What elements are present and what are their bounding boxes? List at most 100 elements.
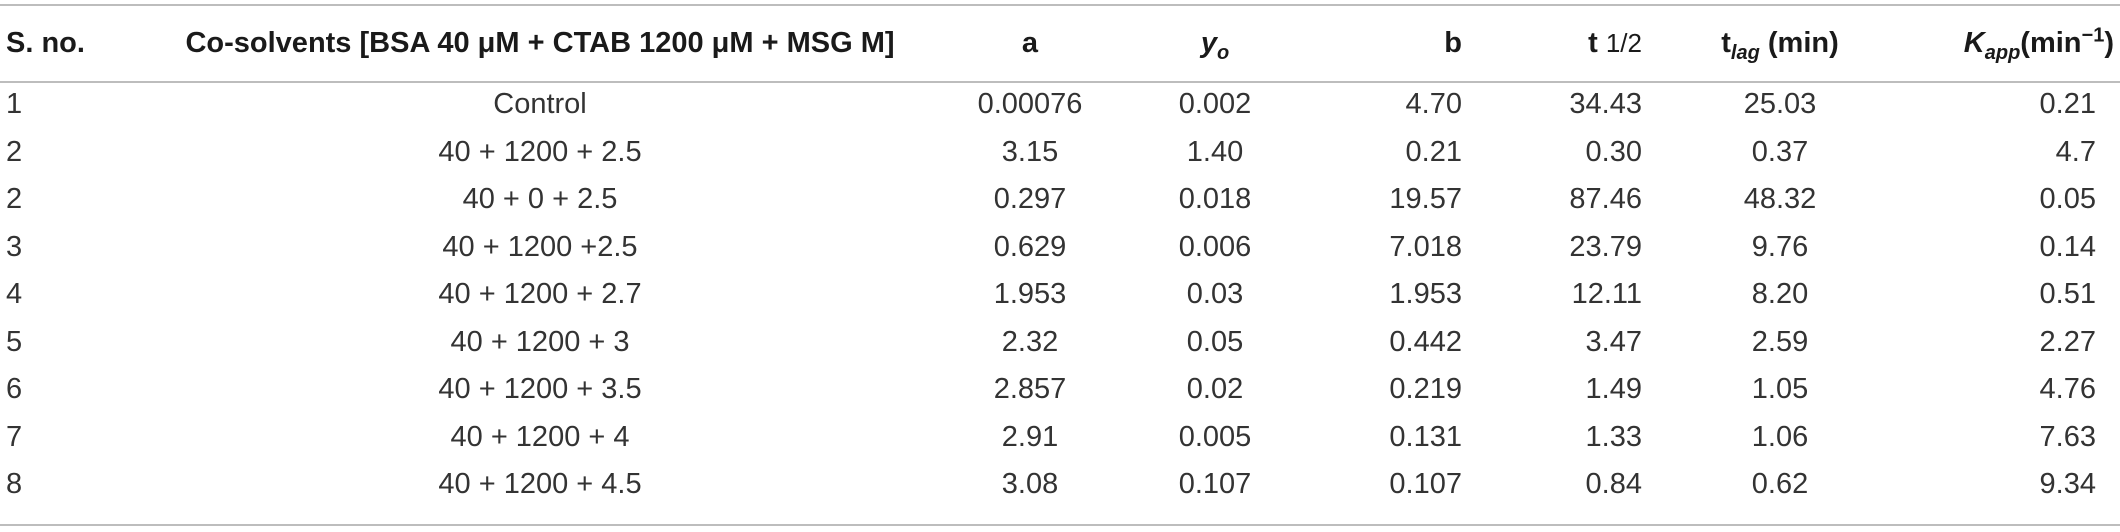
cell-thalf: 1.49 — [1585, 373, 1642, 406]
cell-b: 0.107 — [1389, 468, 1462, 501]
cell-b: 7.018 — [1389, 230, 1462, 263]
cell-kapp: 9.34 — [2039, 468, 2096, 501]
header-cosolvents: Co-solvents [BSA 40 μM + CTAB 1200 μM + … — [185, 27, 895, 59]
cell-thalf: 34.43 — [1569, 88, 1642, 121]
table-row: 8 40 + 1200 + 4.5 3.08 0.107 0.107 0.84 … — [0, 461, 2120, 509]
cell-thalf: 3.47 — [1585, 325, 1642, 358]
cell-tlag: 1.05 — [1751, 373, 1809, 406]
cell-sno: 3 — [6, 230, 23, 263]
table-bottom-rule — [0, 524, 2120, 526]
cell-tlag: 0.62 — [1751, 468, 1809, 501]
cell-cosolvents: 40 + 1200 + 3 — [450, 325, 630, 358]
cell-cosolvents: 40 + 1200 + 2.7 — [438, 278, 642, 311]
cell-b: 0.219 — [1389, 373, 1462, 406]
cell-tlag: 2.59 — [1751, 325, 1809, 358]
cell-yo: 0.02 — [1186, 373, 1244, 406]
cell-tlag: 25.03 — [1743, 88, 1817, 121]
cell-kapp: 7.63 — [2039, 420, 2096, 453]
header-a: a — [1021, 27, 1039, 59]
cell-yo: 0.107 — [1178, 468, 1252, 501]
cell-tlag: 8.20 — [1751, 278, 1809, 311]
cell-b: 19.57 — [1389, 183, 1462, 216]
table-row: 6 40 + 1200 + 3.5 2.857 0.02 0.219 1.49 … — [0, 366, 2120, 414]
cell-cosolvents: 40 + 1200 + 3.5 — [438, 373, 642, 406]
header-thalf-frac: 1/2 — [1605, 28, 1642, 58]
cell-yo: 0.018 — [1178, 183, 1252, 216]
cell-kapp: 0.51 — [2039, 278, 2096, 311]
header-thalf-main: t — [1588, 27, 1598, 59]
header-tlag: tlag (min) — [1670, 6, 1890, 81]
cell-a: 2.857 — [993, 373, 1067, 406]
table-header-row: S. no. Co-solvents [BSA 40 μM + CTAB 120… — [0, 6, 2120, 81]
cell-sno: 2 — [6, 183, 23, 216]
cell-cosolvents: 40 + 1200 +2.5 — [442, 230, 638, 263]
header-tlag-sub: lag — [1730, 41, 1760, 64]
cell-kapp: 0.21 — [2039, 88, 2096, 121]
cell-tlag: 1.06 — [1751, 420, 1809, 453]
cell-yo: 0.05 — [1186, 325, 1244, 358]
cell-tlag: 0.37 — [1751, 135, 1809, 168]
header-kapp-unit-pre: (min — [2020, 27, 2082, 59]
cell-b: 0.21 — [1405, 135, 1462, 168]
header-tlag-unit: (min) — [1759, 27, 1839, 59]
table-row: 1 Control 0.00076 0.002 4.70 34.43 25.03… — [0, 81, 2120, 129]
cell-thalf: 87.46 — [1569, 183, 1642, 216]
cell-yo: 0.03 — [1186, 278, 1244, 311]
cell-cosolvents: 40 + 1200 + 4.5 — [438, 468, 642, 501]
header-kapp-sub: app — [1984, 41, 2021, 64]
header-thalf: t 1/2 — [1490, 6, 1670, 81]
cell-a: 0.297 — [993, 183, 1067, 216]
cell-kapp: 0.05 — [2039, 183, 2096, 216]
cell-cosolvents: 40 + 0 + 2.5 — [462, 183, 618, 216]
header-sno: S. no. — [6, 27, 85, 59]
header-kapp-main: K — [1963, 27, 1985, 59]
cell-b: 0.131 — [1389, 420, 1462, 453]
header-kapp-unit-post: ) — [2104, 27, 2114, 59]
header-kapp: Kapp(min−1) — [1890, 6, 2120, 81]
table-row: 5 40 + 1200 + 3 2.32 0.05 0.442 3.47 2.5… — [0, 319, 2120, 367]
cell-thalf: 23.79 — [1569, 230, 1642, 263]
cell-yo: 0.002 — [1178, 88, 1252, 121]
cell-a: 3.15 — [1001, 135, 1059, 168]
cell-b: 0.442 — [1389, 325, 1462, 358]
cell-cosolvents: 40 + 1200 + 4 — [450, 420, 630, 453]
cell-tlag: 48.32 — [1743, 183, 1817, 216]
cell-a: 3.08 — [1001, 468, 1059, 501]
table-top-rule — [0, 4, 2120, 6]
cell-sno: 2 — [6, 135, 23, 168]
header-yo-sub: o — [1216, 41, 1230, 64]
cell-cosolvents: 40 + 1200 + 2.5 — [438, 135, 642, 168]
cell-tlag: 9.76 — [1751, 230, 1809, 263]
table-row: 2 40 + 1200 + 2.5 3.15 1.40 0.21 0.30 0.… — [0, 129, 2120, 177]
header-yo-main: y — [1200, 27, 1217, 59]
header-kapp-unit-sup: −1 — [2081, 24, 2105, 47]
table-row: 2 40 + 0 + 2.5 0.297 0.018 19.57 87.46 4… — [0, 176, 2120, 224]
cell-b: 1.953 — [1389, 278, 1462, 311]
table-row: 3 40 + 1200 +2.5 0.629 0.006 7.018 23.79… — [0, 224, 2120, 272]
cell-sno: 8 — [6, 468, 23, 501]
cell-yo: 0.005 — [1178, 420, 1252, 453]
cell-sno: 6 — [6, 373, 23, 406]
cell-thalf: 1.33 — [1585, 420, 1642, 453]
table-header-rule — [0, 81, 2120, 83]
cell-sno: 7 — [6, 420, 23, 453]
cell-sno: 5 — [6, 325, 23, 358]
cell-yo: 0.006 — [1178, 230, 1252, 263]
cell-yo: 1.40 — [1186, 135, 1244, 168]
data-table: S. no. Co-solvents [BSA 40 μM + CTAB 120… — [0, 6, 2120, 509]
header-b: b — [1444, 27, 1462, 59]
header-yo: yo — [1130, 6, 1300, 81]
cell-a: 2.32 — [1001, 325, 1059, 358]
cell-a: 1.953 — [993, 278, 1067, 311]
cell-thalf: 0.84 — [1585, 468, 1642, 501]
header-tlag-main: t — [1721, 27, 1731, 59]
table-row: 7 40 + 1200 + 4 2.91 0.005 0.131 1.33 1.… — [0, 414, 2120, 462]
cell-a: 0.629 — [993, 230, 1067, 263]
cell-a: 0.00076 — [977, 88, 1083, 121]
cell-thalf: 0.30 — [1585, 135, 1642, 168]
cell-kapp: 0.14 — [2039, 230, 2096, 263]
cell-cosolvents: Control — [493, 88, 587, 121]
cell-a: 2.91 — [1001, 420, 1059, 453]
cell-b: 4.70 — [1405, 88, 1462, 121]
